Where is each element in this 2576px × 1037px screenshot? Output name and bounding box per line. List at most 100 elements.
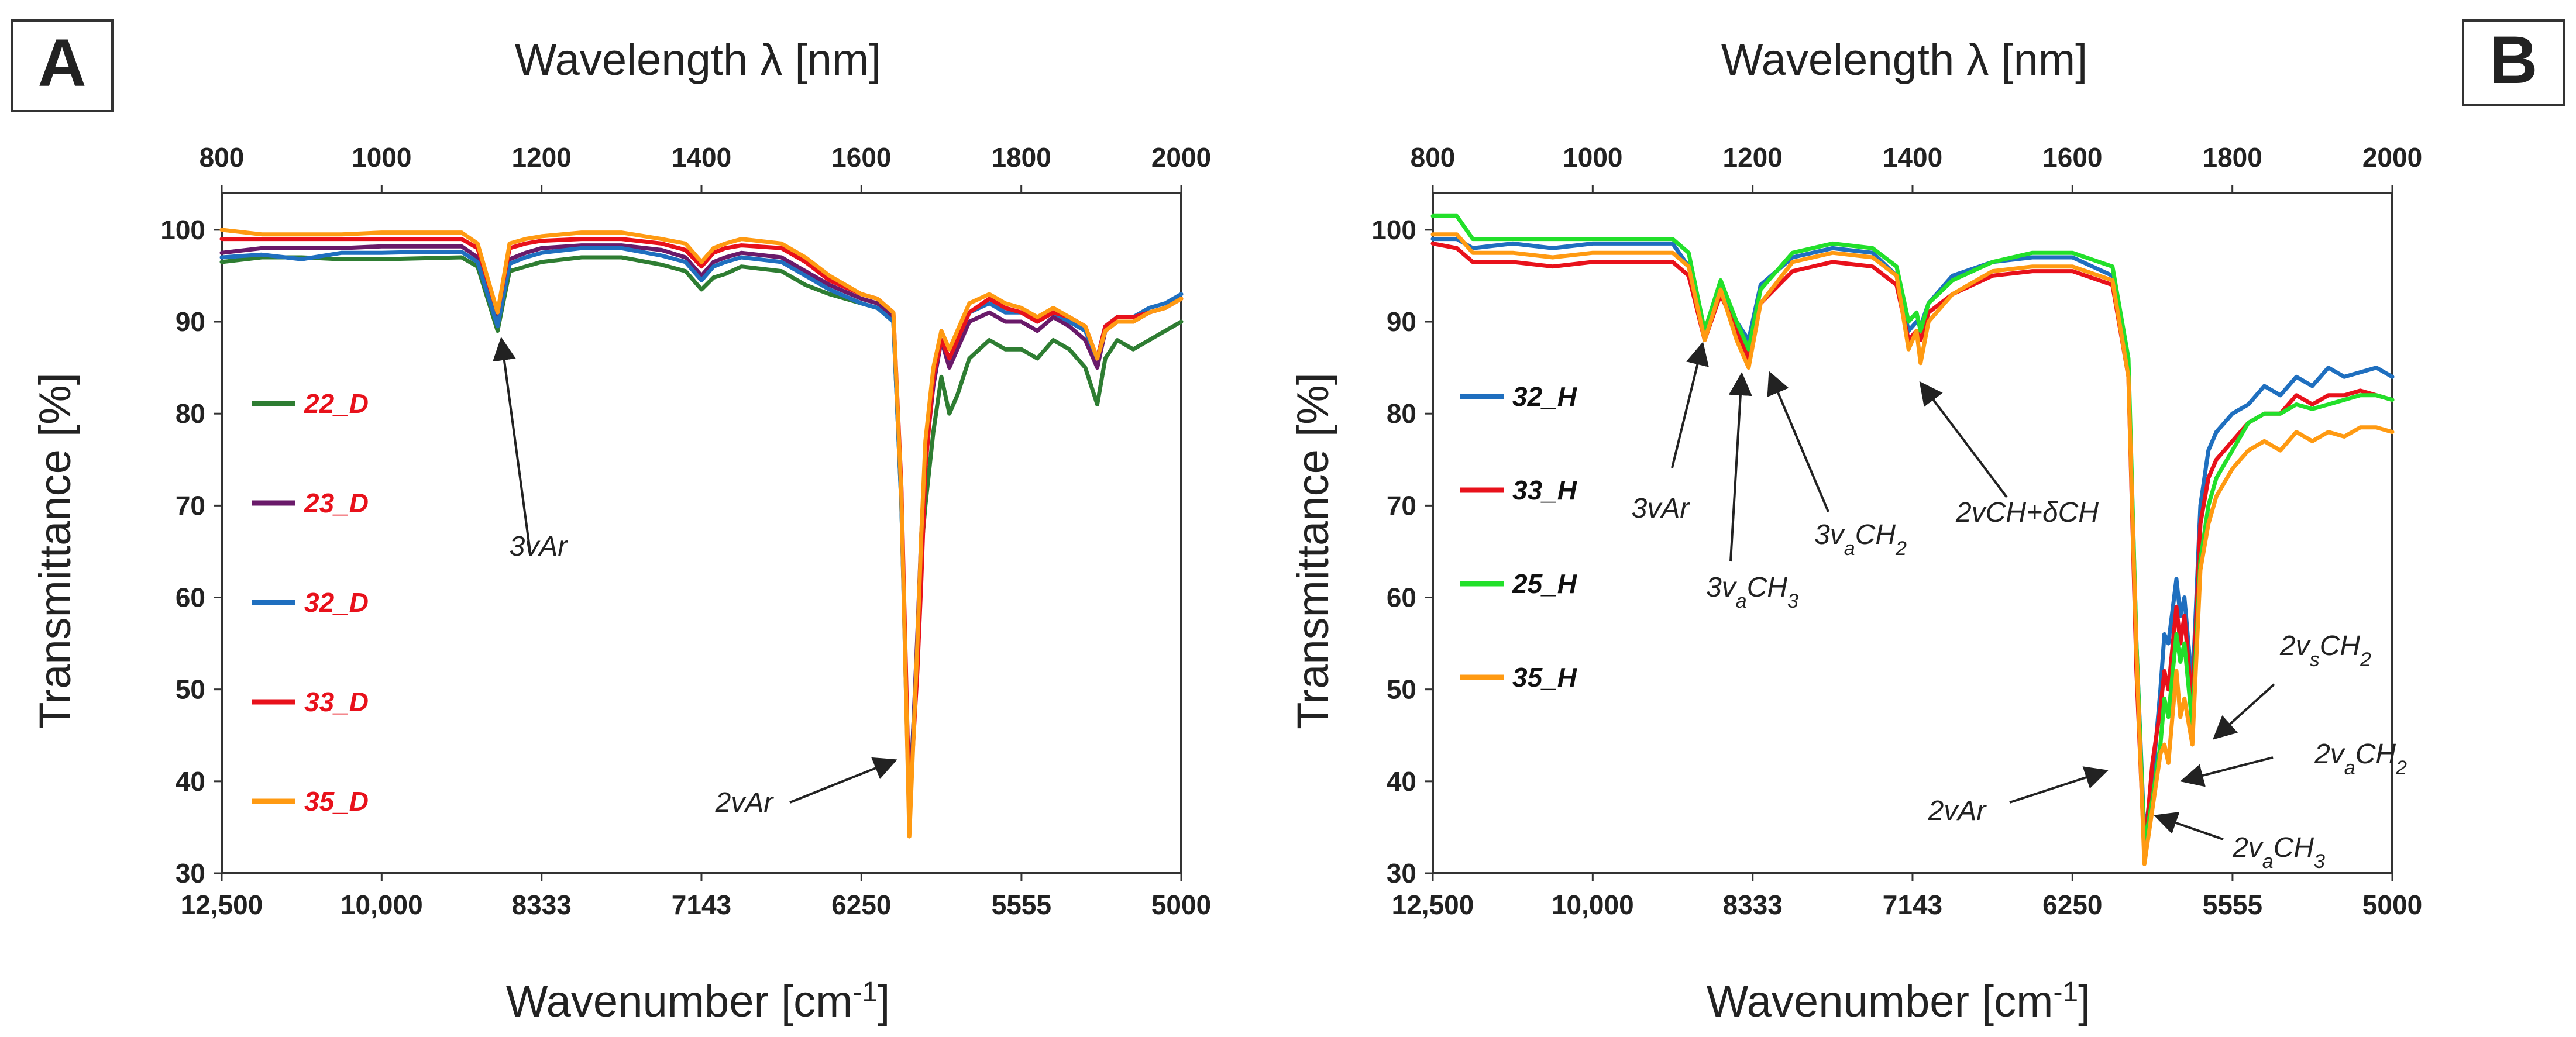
annotation-2vach3-b: 2vaCH3 [2232,832,2325,873]
bottom-axis-title-a: Wavenumber [cm-1] [506,977,890,1027]
top-tick-label: 1200 [511,142,571,173]
annotation-arrow-3vach2-b [1767,371,1829,512]
panel-letter-box-a [11,19,114,112]
panel-letter-box-b [2462,19,2565,106]
panel-b: B Wavelength λ [nm] Wavenumber [cm-1] Tr… [1288,19,2565,1027]
legend-label: 32_D [304,587,369,618]
annotation-arrow-2vsch2-b [2213,683,2275,740]
top-tick-label: 2000 [1151,142,1211,173]
top-tick-label: 1000 [1563,142,1622,173]
annotation-2vch-b: 2vCH+δCH [1955,497,2099,528]
y-tick-label: 100 [160,215,205,245]
series-line-25-h [1430,213,2395,848]
y-tick-label: 60 [1387,583,1416,613]
top-tick-label: 1600 [831,142,891,173]
bottom-tick-label: 5000 [2362,890,2422,920]
legend-label: 32_H [1512,381,1577,412]
series-line-35-h [1430,232,2395,866]
plot-frame-a [221,192,1182,874]
plot-frame-b [1432,192,2393,874]
y-tick-label: 90 [176,306,205,337]
legend-label: 25_H [1512,569,1577,599]
annotation-3var-b: 3vAr [1632,493,1691,524]
bottom-tick-label: 5000 [1151,890,1211,920]
series-line-32-d [219,246,1184,829]
top-axis-title-b: Wavelength λ [nm] [1721,35,2088,85]
top-tick-label: 1000 [352,142,411,173]
top-tick-label: 1400 [1883,142,1942,173]
series-line-22-d [219,255,1184,811]
panel-letter-a: A [37,26,86,101]
y-tick-label: 90 [1387,306,1416,337]
legend-label: 23_D [304,488,369,518]
panel-letter-b: B [2489,23,2537,98]
annotation-3vach3-b: 3vaCH3 [1706,572,1798,612]
top-tick-label: 1600 [2042,142,2102,173]
annotation-2var-a: 2vAr [715,787,775,818]
y-tick-label: 70 [1387,490,1416,521]
y-tick-label: 30 [1387,858,1416,888]
y-tick-label: 30 [176,858,205,888]
y-tick-label: 80 [1387,398,1416,429]
bottom-tick-label: 6250 [831,890,891,920]
series-b [1430,213,2395,866]
bottom-tick-label: 12,500 [181,890,263,920]
legend-b: 32_H 33_H 25_H 35_H [1460,381,1577,693]
y-tick-label: 80 [176,398,205,429]
y-tick-label: 60 [176,583,205,613]
bottom-tick-label: 6250 [2042,890,2102,920]
legend-label: 22_D [304,388,369,419]
panel-a: A Wavelength λ [nm] Wavenumber [cm-1] Tr… [11,19,1211,1027]
series-line-23-d [219,243,1184,821]
ticks-b: 800 1000 1200 1400 1600 1800 2000 12,500 10,000 8… [1371,142,2422,920]
bottom-axis-title-b: Wavenumber [cm-1] [1707,977,2091,1027]
top-tick-label: 1800 [2202,142,2262,173]
series-line-33-d [219,237,1184,811]
annotation-3vach2-b: 3vaCH2 [1814,519,1907,560]
top-tick-label: 1800 [991,142,1051,173]
annotation-2var-b: 2vAr [1928,795,1987,826]
annotation-arrow-3vach3-b [1728,372,1752,562]
ticks-a: 800 1000 1200 1400 1600 1800 2000 12,500 10,000 8… [160,142,1211,920]
bottom-tick-label: 10,000 [341,890,423,920]
y-tick-label: 40 [1387,766,1416,797]
legend-label: 35_H [1512,662,1577,693]
annotation-arrow-2vach3-b [2154,811,2224,840]
annotation-arrow-3var-b [1671,342,1709,468]
y-tick-label: 70 [176,490,205,521]
bottom-tick-label: 7143 [1883,890,1942,920]
top-tick-label: 800 [200,142,245,173]
series-line-32-h [1430,237,2395,839]
annotation-2vsch2-b: 2vsCH2 [2279,631,2371,671]
bottom-tick-label: 5555 [992,890,1051,920]
top-tick-label: 1200 [1722,142,1782,173]
annotation-arrow-2vch-b [1919,381,2008,498]
annotation-arrow-2var-a [789,757,897,804]
annotation-3var-a: 3vAr [510,531,569,562]
bottom-tick-label: 5555 [2203,890,2262,920]
y-tick-label: 100 [1371,215,1416,245]
legend-label: 33_H [1512,475,1577,505]
top-tick-label: 2000 [2362,142,2422,173]
bottom-tick-label: 12,500 [1392,890,1474,920]
annotation-arrow-3var-a [493,337,532,556]
y-tick-label: 40 [176,766,205,797]
y-tick-label: 50 [176,674,205,705]
series-line-35-d [219,228,1184,839]
y-tick-label: 50 [1387,674,1416,705]
legend-label: 35_D [304,786,369,816]
bottom-tick-label: 8333 [512,890,572,920]
legend-label: 33_D [304,687,369,717]
annotation-arrow-2var-b [2009,766,2109,804]
y-axis-title-a: Transmittance [%] [30,373,80,729]
top-tick-label: 800 [1411,142,1456,173]
annotation-arrow-2vach2-b [2180,756,2274,787]
bottom-tick-label: 8333 [1723,890,1783,920]
bottom-tick-label: 10,000 [1552,890,1634,920]
legend-a: 22_D 23_D 32_D 33_D 35_D [252,388,369,816]
y-axis-title-b: Transmittance [%] [1288,373,1338,729]
bottom-tick-label: 7143 [672,890,731,920]
top-tick-label: 1400 [672,142,731,173]
series-a [219,228,1184,839]
